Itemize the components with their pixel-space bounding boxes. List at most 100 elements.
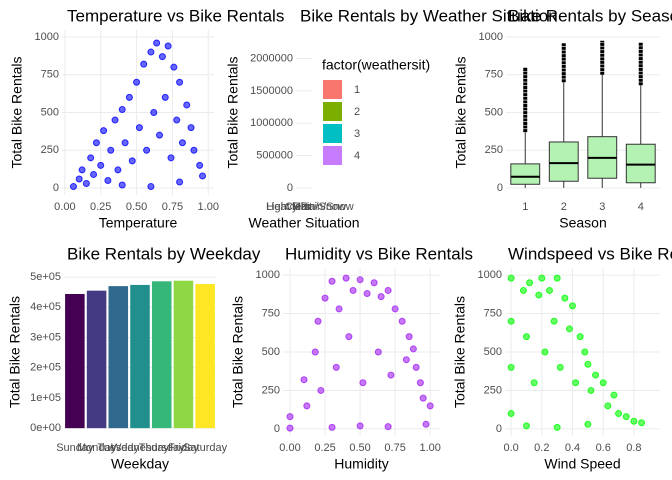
y-tick-label: 2000000 <box>250 52 293 64</box>
point <box>147 48 155 56</box>
legend-title: factor(weathersit) <box>322 57 430 73</box>
point <box>114 166 122 174</box>
point <box>638 419 646 427</box>
x-tick-label: Light Rain/Snow <box>266 201 346 213</box>
point <box>416 379 424 387</box>
y-tick-label: 500000 <box>256 149 293 161</box>
point <box>412 363 420 371</box>
point <box>176 78 184 86</box>
point <box>196 161 204 169</box>
point <box>303 402 311 410</box>
y-tick-label: 750 <box>485 69 503 81</box>
x-tick-label: Saturday <box>183 442 228 454</box>
point <box>370 279 378 287</box>
x-tick-label: 2 <box>561 201 567 213</box>
y-axis-title: Total Bike Rentals <box>452 296 468 408</box>
point <box>384 286 392 294</box>
x-tick-label: 3 <box>599 201 605 213</box>
bar <box>130 284 150 429</box>
point <box>519 286 527 294</box>
point <box>176 178 184 186</box>
point <box>569 302 577 310</box>
point <box>507 317 515 325</box>
y-tick-label: 1000 <box>478 269 502 281</box>
point <box>87 154 95 162</box>
point <box>526 279 534 287</box>
point <box>576 333 584 341</box>
bar <box>108 286 129 429</box>
y-tick-label: 0 <box>497 182 503 194</box>
x-axis-title: Season <box>559 215 606 231</box>
box <box>510 163 541 185</box>
point <box>584 420 592 428</box>
point <box>541 348 549 356</box>
point <box>90 170 98 178</box>
x-tick-label: 4 <box>638 201 644 213</box>
y-tick-label: 1e+05 <box>30 392 61 404</box>
point <box>190 146 198 154</box>
x-tick-label: 0.50 <box>349 442 370 454</box>
x-tick-label: 0.6 <box>596 442 611 454</box>
bar <box>151 281 172 429</box>
point <box>107 146 115 154</box>
point <box>153 39 161 47</box>
point <box>161 93 169 101</box>
y-tick-label: 1000 <box>479 31 503 43</box>
y-axis-title: Total Bike Rentals <box>453 56 469 168</box>
point <box>384 423 392 431</box>
point <box>363 290 371 298</box>
point <box>170 63 178 71</box>
x-axis-title: Weather Situation <box>248 215 359 231</box>
point <box>356 276 364 284</box>
point <box>156 131 164 139</box>
point <box>599 379 607 387</box>
point <box>538 274 546 282</box>
x-tick-label: 1 <box>522 201 528 213</box>
point <box>387 371 395 379</box>
point <box>556 363 564 371</box>
point <box>75 175 83 183</box>
point <box>321 294 329 302</box>
point <box>311 348 319 356</box>
point <box>615 410 623 418</box>
legend-swatch <box>323 102 342 121</box>
x-tick-label: Heavy Rain/Snow <box>266 201 353 213</box>
box <box>625 143 656 184</box>
legend-swatch <box>323 146 342 165</box>
y-tick-label: 1000 <box>35 31 59 43</box>
legend-label: 3 <box>354 128 360 140</box>
point <box>178 139 186 147</box>
point <box>128 157 136 165</box>
y-tick-label: 0 <box>53 182 59 194</box>
point <box>328 423 336 431</box>
y-tick-label: 0 <box>287 182 293 194</box>
x-tick-label: Wednesday <box>111 442 169 454</box>
x-axis-title: Humidity <box>334 456 388 472</box>
point <box>118 105 126 113</box>
legend-label: 4 <box>354 150 360 162</box>
panel-title: Windspeed vs Bike Rentals <box>508 244 672 263</box>
point <box>100 127 108 135</box>
y-tick-label: 4e+05 <box>30 301 61 313</box>
x-tick-label: 0.25 <box>314 442 335 454</box>
y-tick-label: 250 <box>484 384 502 396</box>
y-tick-label: 2e+05 <box>30 362 61 374</box>
y-tick-label: 250 <box>485 144 503 156</box>
y-tick-label: 0e+00 <box>30 422 61 434</box>
y-axis-title: Total Bike Rentals <box>9 56 25 168</box>
point <box>522 333 530 341</box>
legend-label: 2 <box>354 106 360 118</box>
point <box>300 376 308 384</box>
point <box>422 420 430 428</box>
point <box>121 139 129 147</box>
y-tick-label: 3e+05 <box>30 331 61 343</box>
point <box>147 183 155 191</box>
point <box>592 371 600 379</box>
y-tick-label: 750 <box>484 307 502 319</box>
point <box>581 348 589 356</box>
y-axis-title: Total Bike Rentals <box>225 56 241 168</box>
point <box>125 93 133 101</box>
point <box>507 363 515 371</box>
x-tick-label: Clear <box>285 201 312 213</box>
